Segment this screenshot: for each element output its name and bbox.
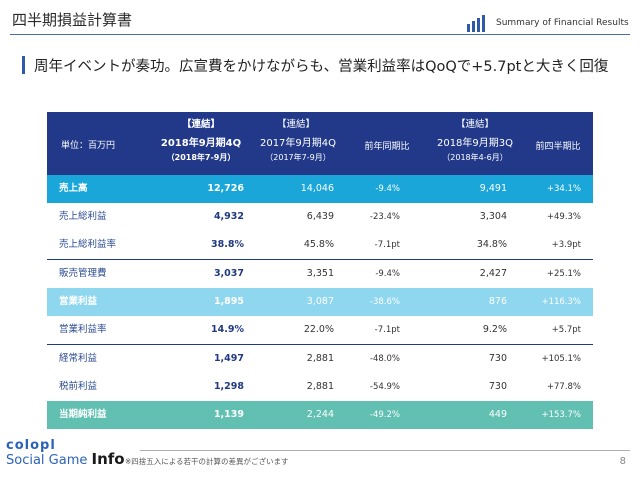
col4-period: （2018年4-6月）	[442, 153, 508, 162]
cell-qoq: +49.3%	[546, 212, 581, 222]
col3-name: 前年同期比	[364, 142, 410, 152]
row-label: 売上高	[59, 183, 88, 194]
page-number: 8	[619, 456, 626, 467]
col2-name: 2017年9月期4Q	[259, 138, 337, 149]
logo-top-text: colopl	[6, 438, 56, 453]
cell-current: 1,497	[213, 353, 244, 364]
cell-yoy: -54.9%	[369, 382, 400, 392]
cell-prev-quarter: 730	[488, 353, 507, 364]
financial-table: 単位：百万円 【連結】 2018年9月期4Q （2018年7-9月） 【連結】 …	[47, 112, 593, 429]
row-label: 営業利益率	[59, 324, 107, 335]
table-row-operating-margin: 営業利益率 14.9% 22.0% -7.1pt 9.2% +5.7pt	[47, 316, 593, 344]
cell-qoq: +77.8%	[546, 382, 581, 392]
col1-period: （2018年7-9月）	[166, 153, 236, 162]
col1-name: 2018年9月期4Q	[160, 138, 242, 149]
table-row-sga: 販売管理費 3,037 3,351 -9.4% 2,427 +25.1%	[47, 259, 593, 288]
cell-prev-quarter: 730	[488, 381, 507, 392]
cell-current: 1,298	[213, 381, 244, 392]
cell-qoq: +116.3%	[541, 297, 581, 307]
cell-qoq: +25.1%	[546, 269, 581, 279]
headline-accent	[22, 56, 25, 74]
headline: 周年イベントが奏功。広宣費をかけながらも、営業利益率はQoQで+5.7ptと大き…	[34, 59, 609, 75]
cell-prev-quarter: 9,491	[479, 183, 507, 194]
cell-prev-year: 45.8%	[303, 239, 334, 250]
col4-name: 2018年9月期3Q	[436, 138, 514, 149]
cell-current: 1,139	[213, 409, 244, 420]
cell-prev-quarter: 9.2%	[482, 324, 507, 335]
cell-prev-year: 22.0%	[303, 324, 334, 335]
cell-prev-year: 2,881	[306, 353, 334, 364]
cell-prev-year: 14,046	[300, 183, 334, 194]
cell-qoq: +153.7%	[541, 410, 581, 420]
cell-prev-quarter: 3,304	[479, 211, 507, 222]
cell-yoy: -49.2%	[369, 410, 400, 420]
col1-tag: 【連結】	[181, 119, 220, 130]
cell-prev-quarter: 2,427	[479, 268, 507, 279]
cell-prev-year: 6,439	[306, 211, 334, 222]
table-row-pretax-income: 税前利益 1,298 2,881 -54.9% 730 +77.8%	[47, 373, 593, 401]
logo-bottom-text: Social Game Info	[6, 450, 125, 468]
col2-period: （2017年7-9月）	[265, 153, 331, 162]
table-row-revenue: 売上高 12,726 14,046 -9.4% 9,491 +34.1%	[47, 175, 593, 203]
unit-label: 単位：百万円	[61, 141, 116, 151]
cell-yoy: -23.4%	[369, 212, 400, 222]
cell-yoy: -48.0%	[369, 354, 400, 364]
cell-current: 14.9%	[211, 324, 244, 335]
cell-current: 3,037	[213, 268, 244, 279]
table-row-operating-income: 営業利益 1,895 3,087 -38.6% 876 +116.3%	[47, 288, 593, 316]
bar-chart-icon	[467, 15, 485, 32]
row-label: 経常利益	[59, 353, 98, 364]
col5-name: 前四半期比	[535, 142, 581, 152]
site-logo: colopl Social Game Info	[6, 438, 125, 468]
col2-tag: 【連結】	[276, 119, 315, 130]
cell-prev-quarter: 34.8%	[476, 239, 507, 250]
row-label: 売上総利益率	[59, 239, 117, 250]
cell-prev-year: 2,244	[306, 409, 334, 420]
brand-label: Summary of Financial Results	[466, 14, 629, 32]
row-label: 売上総利益	[59, 211, 107, 222]
cell-prev-quarter: 449	[488, 409, 507, 420]
cell-prev-quarter: 876	[488, 296, 507, 307]
cell-yoy: -7.1pt	[374, 240, 400, 250]
footer-divider	[140, 450, 630, 451]
cell-current: 1,895	[213, 296, 244, 307]
table-row-ordinary-income: 経常利益 1,497 2,881 -48.0% 730 +105.1%	[47, 344, 593, 373]
table-row-net-income: 当期純利益 1,139 2,244 -49.2% 449 +153.7%	[47, 401, 593, 429]
logo-prefix: Social Game	[6, 453, 92, 468]
cell-current: 38.8%	[211, 239, 244, 250]
cell-yoy: -9.4%	[375, 269, 400, 279]
cell-current: 4,932	[213, 211, 244, 222]
logo-suffix: Info	[91, 450, 125, 468]
table-header: 単位：百万円 【連結】 2018年9月期4Q （2018年7-9月） 【連結】 …	[47, 112, 593, 175]
cell-qoq: +5.7pt	[551, 325, 581, 335]
cell-yoy: -7.1pt	[374, 325, 400, 335]
col4-tag: 【連結】	[455, 119, 494, 130]
table-row-gross-profit: 売上総利益 4,932 6,439 -23.4% 3,304 +49.3%	[47, 203, 593, 231]
cell-current: 12,726	[207, 183, 244, 194]
cell-qoq: +34.1%	[546, 184, 581, 194]
brand-text: Summary of Financial Results	[496, 18, 629, 28]
cell-prev-year: 2,881	[306, 381, 334, 392]
cell-qoq: +3.9pt	[551, 240, 581, 250]
row-label: 販売管理費	[59, 268, 107, 279]
table-row-gross-margin: 売上総利益率 38.8% 45.8% -7.1pt 34.8% +3.9pt	[47, 231, 593, 259]
cell-yoy: -9.4%	[375, 184, 400, 194]
page-title: 四半期損益計算書	[12, 11, 133, 29]
row-label: 税前利益	[59, 381, 98, 392]
cell-yoy: -38.6%	[369, 297, 400, 307]
header-divider	[10, 34, 630, 35]
row-label: 当期純利益	[59, 409, 107, 420]
row-label: 営業利益	[59, 296, 98, 307]
cell-prev-year: 3,087	[306, 296, 334, 307]
cell-qoq: +105.1%	[541, 354, 581, 364]
footnote: ※四捨五入による若干の計算の差異がございます	[125, 457, 289, 466]
cell-prev-year: 3,351	[306, 268, 334, 279]
